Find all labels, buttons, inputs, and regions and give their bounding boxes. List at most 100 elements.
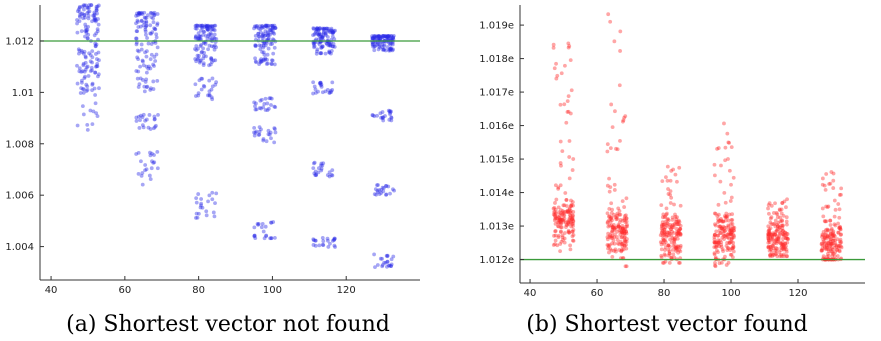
- data-point: [325, 173, 330, 177]
- data-point: [713, 211, 718, 216]
- data-point: [562, 240, 567, 245]
- data-point: [607, 218, 611, 222]
- data-point: [563, 191, 568, 195]
- data-point: [553, 201, 557, 205]
- data-point: [712, 233, 717, 237]
- data-point: [612, 188, 617, 192]
- data-point: [662, 227, 667, 232]
- data-point: [381, 33, 386, 38]
- data-point: [829, 170, 834, 174]
- data-point: [668, 231, 673, 236]
- data-point: [714, 240, 719, 245]
- data-point: [784, 234, 789, 239]
- data-point: [668, 178, 673, 183]
- data-point: [380, 185, 385, 190]
- data-point: [716, 146, 721, 150]
- data-point: [783, 241, 788, 246]
- data-point: [82, 13, 87, 17]
- data-point: [617, 212, 622, 217]
- data-point: [329, 51, 333, 56]
- data-point: [614, 249, 618, 254]
- data-point: [311, 41, 316, 46]
- data-point: [622, 231, 627, 235]
- data-point: [730, 246, 735, 251]
- data-point: [81, 51, 86, 56]
- data-point: [561, 219, 566, 224]
- data-point: [567, 213, 572, 218]
- data-point: [154, 32, 159, 37]
- data-point: [620, 227, 625, 232]
- data-point: [622, 216, 627, 221]
- data-point: [767, 248, 772, 253]
- data-point: [712, 162, 717, 167]
- data-point: [83, 3, 88, 8]
- data-point: [149, 31, 154, 36]
- data-point: [773, 251, 778, 256]
- data-point: [669, 240, 674, 245]
- data-point: [141, 23, 146, 28]
- data-point: [717, 244, 722, 249]
- data-point: [371, 41, 375, 45]
- data-point: [332, 37, 337, 42]
- data-point: [89, 3, 93, 7]
- data-point: [330, 44, 335, 49]
- data-point: [390, 48, 395, 53]
- data-point: [777, 250, 782, 255]
- data-point: [333, 28, 337, 33]
- data-point: [827, 235, 832, 239]
- data-point: [311, 26, 316, 31]
- data-point: [330, 30, 335, 35]
- data-point: [266, 23, 271, 28]
- data-point: [785, 232, 790, 236]
- data-point: [553, 211, 558, 216]
- data-point: [83, 29, 88, 33]
- data-point: [775, 227, 780, 232]
- data-point: [554, 197, 559, 202]
- data-point: [660, 240, 665, 245]
- data-point: [389, 257, 394, 262]
- data-point: [254, 60, 259, 65]
- data-point: [152, 26, 157, 31]
- data-point: [83, 34, 87, 39]
- data-point: [383, 33, 387, 38]
- data-point: [769, 215, 774, 220]
- data-point: [566, 109, 571, 114]
- data-point: [319, 45, 323, 50]
- data-point: [314, 173, 319, 178]
- data-point: [551, 45, 556, 50]
- data-point: [716, 217, 720, 222]
- data-point: [269, 220, 274, 225]
- data-point: [623, 264, 628, 269]
- data-point: [148, 10, 153, 15]
- data-point: [137, 11, 142, 15]
- data-point: [210, 197, 215, 202]
- data-point: [380, 116, 385, 121]
- data-point: [200, 205, 205, 210]
- panel-b: 1.012e1.013e1.014e1.015e1.016e1.017e1.01…: [479, 5, 865, 337]
- y-tick-label: 1.012: [5, 36, 34, 47]
- data-point: [560, 233, 565, 238]
- data-point: [826, 234, 831, 238]
- data-point: [82, 3, 86, 8]
- data-point: [551, 212, 556, 217]
- data-point: [332, 243, 337, 248]
- data-point: [388, 264, 393, 268]
- data-point: [613, 109, 617, 114]
- data-point: [712, 245, 717, 250]
- data-point: [384, 34, 389, 39]
- data-point: [323, 26, 327, 31]
- data-point: [207, 32, 211, 37]
- data-point: [201, 61, 206, 66]
- data-point: [622, 214, 627, 218]
- data-point: [194, 196, 199, 201]
- data-point: [312, 161, 316, 166]
- data-point: [328, 43, 333, 48]
- data-point: [570, 214, 575, 218]
- data-point: [820, 232, 825, 237]
- data-point: [81, 61, 86, 66]
- data-point: [204, 26, 209, 30]
- data-point: [553, 183, 558, 188]
- data-point: [371, 42, 375, 47]
- data-point: [391, 187, 395, 192]
- data-point: [378, 36, 383, 41]
